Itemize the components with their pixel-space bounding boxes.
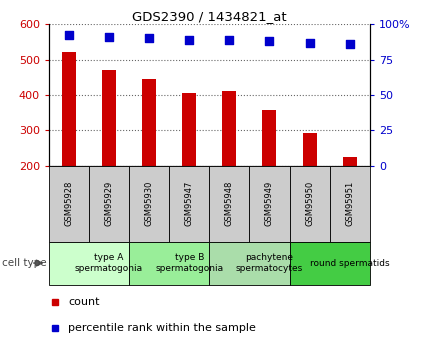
Text: GSM95950: GSM95950: [305, 181, 314, 226]
Point: [65, 33, 72, 38]
Bar: [289, 166, 330, 242]
Bar: [249, 166, 289, 242]
Text: cell type: cell type: [2, 258, 47, 268]
Text: pachytene
spermatocytes: pachytene spermatocytes: [236, 253, 303, 273]
Bar: [343, 157, 357, 236]
Bar: [102, 70, 116, 236]
Text: GSM95929: GSM95929: [105, 181, 113, 226]
Text: GSM95949: GSM95949: [265, 181, 274, 226]
Title: GDS2390 / 1434821_at: GDS2390 / 1434821_at: [132, 10, 286, 23]
Bar: [209, 166, 249, 242]
Text: GSM95928: GSM95928: [65, 181, 74, 226]
Bar: [289, 241, 370, 285]
Text: type A
spermatogonia: type A spermatogonia: [75, 253, 143, 273]
Bar: [49, 241, 129, 285]
Bar: [263, 110, 277, 236]
Text: count: count: [68, 297, 99, 306]
Text: GSM95951: GSM95951: [345, 181, 354, 226]
Point: [106, 34, 113, 40]
Bar: [129, 166, 169, 242]
Bar: [330, 166, 370, 242]
Bar: [222, 91, 236, 236]
Point: [306, 40, 313, 45]
Bar: [49, 166, 89, 242]
Bar: [209, 241, 289, 285]
Text: GSM95948: GSM95948: [225, 181, 234, 226]
Point: [186, 37, 193, 42]
Bar: [303, 133, 317, 236]
Bar: [169, 166, 209, 242]
Bar: [142, 79, 156, 236]
Text: GSM95947: GSM95947: [185, 181, 194, 226]
Text: percentile rank within the sample: percentile rank within the sample: [68, 323, 256, 333]
Point: [226, 37, 233, 42]
Bar: [129, 241, 209, 285]
Bar: [62, 52, 76, 236]
Text: round spermatids: round spermatids: [310, 258, 389, 268]
Point: [266, 38, 273, 44]
Text: GSM95930: GSM95930: [144, 181, 154, 226]
Point: [346, 41, 353, 47]
Bar: [182, 93, 196, 236]
Text: type B
spermatogonia: type B spermatogonia: [155, 253, 223, 273]
Bar: [89, 166, 129, 242]
Point: [146, 36, 153, 41]
